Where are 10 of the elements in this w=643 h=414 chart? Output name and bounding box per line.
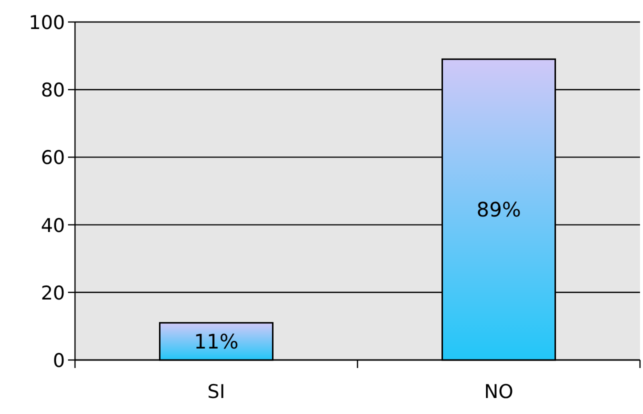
x-tick-label: NO (484, 381, 514, 403)
y-tick-label: 100 (28, 12, 65, 34)
y-tick-label: 80 (40, 80, 65, 102)
data-label: 11% (194, 329, 238, 354)
x-tick-label: SI (207, 381, 226, 403)
y-tick-label: 0 (52, 350, 65, 372)
y-tick-label: 40 (40, 214, 65, 237)
y-tick-label: 60 (40, 147, 65, 170)
data-label: 89% (476, 198, 521, 222)
y-tick-label: 20 (40, 282, 65, 304)
